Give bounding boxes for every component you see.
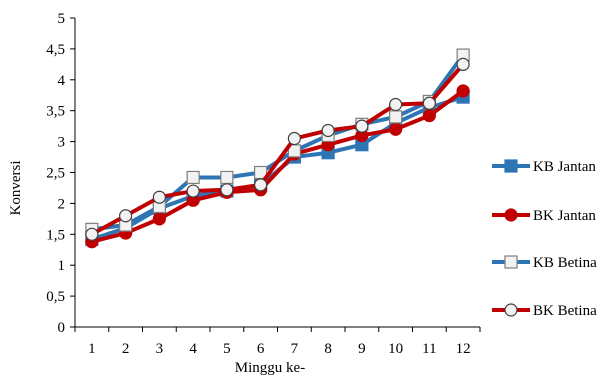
data-point	[456, 84, 470, 98]
legend-label: KB Betina	[533, 255, 597, 271]
x-tick-label: 2	[122, 341, 130, 357]
data-point	[389, 122, 403, 136]
x-tick-label: 3	[156, 341, 164, 357]
legend-item: KB Jantan	[492, 159, 596, 175]
y-tick-label: 0,5	[46, 289, 65, 305]
y-axis-label: Konversi	[8, 161, 24, 216]
legend-marker	[504, 303, 518, 317]
y-tick-label: 3	[58, 135, 66, 151]
data-point	[186, 184, 200, 198]
x-tick-label: 4	[189, 341, 197, 357]
legend: KB Jantan BK Jantan KB Betina BK Betina	[492, 159, 597, 319]
x-tick-label: 5	[223, 341, 231, 357]
data-point	[321, 123, 335, 138]
x-ticks: 1 2 3 4 5 6 7 8 9 10 11 12	[74, 327, 481, 357]
series-kb-jantan	[85, 90, 470, 246]
x-tick-label: 7	[291, 341, 299, 357]
y-tick-label: 4	[58, 73, 66, 89]
x-tick-label: 8	[324, 341, 332, 357]
data-point	[85, 227, 99, 241]
y-tick-label: 2,5	[46, 166, 65, 182]
legend-label: BK Jantan	[533, 208, 596, 224]
legend-item: BK Jantan	[492, 208, 596, 224]
data-point	[186, 170, 200, 185]
x-tick-label: 11	[422, 341, 436, 357]
data-point	[422, 109, 436, 123]
data-point	[152, 212, 166, 226]
data-point	[422, 96, 436, 110]
legend-label: KB Jantan	[533, 159, 596, 175]
series-line	[91, 95, 464, 242]
legend-item: BK Betina	[492, 303, 597, 319]
legend-label: BK Betina	[533, 303, 597, 319]
series-bk-betina	[85, 57, 470, 241]
x-tick-label: 9	[358, 341, 366, 357]
y-tick-label: 1	[58, 258, 66, 274]
legend-marker	[504, 159, 518, 173]
x-tick-label: 1	[88, 341, 96, 357]
legend-marker	[504, 255, 518, 269]
data-point	[389, 110, 403, 124]
data-point	[220, 183, 234, 197]
data-point	[456, 57, 470, 71]
data-point	[355, 119, 369, 133]
x-tick-label: 12	[456, 341, 471, 357]
y-tick-label: 3,5	[46, 104, 65, 120]
y-tick-label: 0	[58, 320, 66, 336]
y-ticks: 0 0,5 1 1,5 2 2,5 3 3,5 4 4,5 5	[46, 11, 75, 336]
y-tick-label: 2	[58, 196, 66, 212]
data-point	[287, 131, 301, 146]
y-tick-label: 1,5	[46, 227, 65, 243]
series-line	[90, 63, 465, 237]
x-tick-label: 6	[257, 341, 265, 357]
data-point	[119, 209, 133, 223]
legend-item: KB Betina	[492, 255, 597, 271]
y-tick-label: 5	[58, 11, 66, 27]
data-point	[152, 190, 166, 204]
y-tick-label: 4,5	[46, 42, 65, 58]
data-point	[220, 170, 234, 185]
x-axis-label: Minggu ke-	[235, 360, 305, 376]
x-tick-label: 10	[388, 341, 403, 357]
data-point	[254, 178, 268, 192]
legend-marker	[504, 208, 518, 222]
data-point	[389, 97, 403, 112]
series-layer	[85, 48, 470, 249]
